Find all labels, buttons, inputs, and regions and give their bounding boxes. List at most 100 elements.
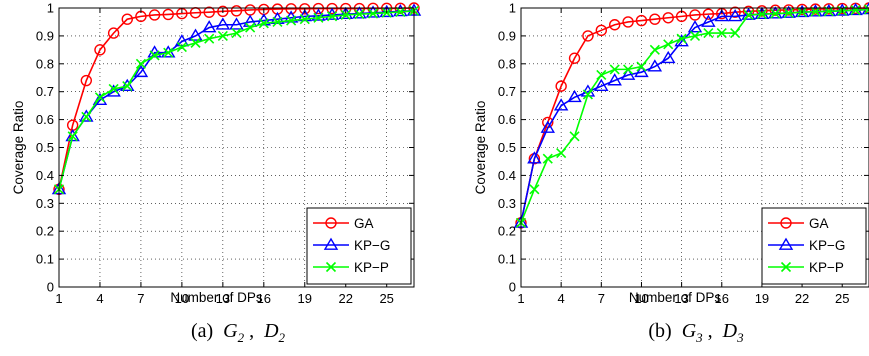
data-point	[229, 17, 244, 30]
data-point	[217, 5, 229, 18]
data-point	[783, 7, 794, 19]
y-tick-label: 1	[47, 1, 54, 16]
y-tick-label: 0.6	[498, 112, 516, 127]
data-point	[174, 34, 190, 47]
data-point	[634, 64, 649, 78]
y-tick-label: 1	[509, 1, 516, 16]
y-tick-label: 0.2	[36, 224, 54, 239]
data-point	[553, 98, 569, 111]
data-point	[569, 131, 580, 142]
data-point	[649, 44, 660, 55]
y-axis-label: Coverage Ratio	[11, 101, 26, 195]
data-point	[326, 2, 338, 15]
data-point	[582, 89, 593, 100]
x-tick-label: 10	[175, 291, 189, 306]
data-point	[716, 28, 727, 39]
data-point	[299, 14, 310, 25]
data-point	[190, 37, 201, 48]
data-point	[107, 27, 120, 39]
data-point	[379, 4, 394, 18]
caption-sub2: 2	[279, 330, 286, 345]
data-point	[542, 153, 553, 164]
legend-label: GA	[354, 216, 374, 231]
data-point	[608, 19, 621, 31]
data-point	[689, 30, 701, 41]
x-tick-label: 10	[634, 291, 648, 306]
data-point	[162, 8, 174, 21]
data-point	[701, 14, 716, 27]
data-point	[568, 52, 581, 64]
caption-sym1: G	[223, 320, 238, 342]
series-2	[53, 5, 420, 195]
data-point	[620, 67, 636, 80]
data-point	[742, 5, 755, 18]
data-point	[80, 74, 93, 87]
data-point	[782, 4, 795, 16]
y-tick-label: 0.8	[498, 56, 516, 71]
data-point	[823, 3, 835, 15]
caption-prefix: (a)	[191, 320, 223, 342]
data-point	[120, 78, 135, 92]
data-point	[863, 4, 869, 15]
data-point	[714, 8, 729, 22]
caption-sub1: 2	[238, 330, 245, 345]
y-tick-label: 0.1	[36, 252, 54, 267]
y-tick-label: 0.3	[498, 196, 516, 211]
data-point	[94, 92, 106, 103]
data-point	[582, 30, 594, 42]
legend-label: GA	[809, 216, 829, 231]
caption-sym2: D	[722, 320, 738, 342]
data-point	[529, 184, 540, 195]
data-point	[340, 9, 351, 21]
x-tick-label: 25	[379, 291, 393, 306]
data-point	[770, 8, 781, 19]
data-point	[201, 20, 217, 33]
x-tick-label: 19	[298, 291, 312, 306]
caption-sub2: 3	[736, 330, 744, 345]
x-tick-label: 1	[55, 291, 62, 306]
x-tick-label: 4	[558, 291, 565, 306]
data-point	[595, 24, 608, 37]
data-point	[286, 15, 297, 26]
legend-marker	[778, 237, 794, 250]
chart-panel-b: 1 4 7 10 13 16 19 22 2500.10.20.30.40.50.60.70.8…	[473, 1, 869, 345]
data-point	[204, 33, 215, 44]
x-tick-label: 22	[338, 291, 352, 306]
x-tick-label: 16	[257, 291, 271, 306]
data-point	[217, 30, 228, 41]
legend: GA KP−G KP−P	[306, 207, 412, 285]
data-point	[635, 14, 648, 27]
y-tick-label: 0.3	[36, 196, 54, 211]
data-point	[810, 6, 821, 17]
legend-marker	[325, 261, 337, 273]
data-point	[135, 58, 146, 69]
x-tick-label: 19	[755, 291, 769, 306]
data-point	[594, 78, 609, 92]
caption-sep: ,	[703, 320, 723, 342]
data-point	[756, 5, 768, 17]
data-point	[188, 28, 203, 41]
data-point	[622, 16, 634, 28]
data-point	[687, 20, 703, 33]
data-point	[796, 3, 808, 16]
legend-label: KP−G	[354, 238, 390, 253]
x-tick-label: 13	[674, 291, 688, 306]
data-point	[327, 11, 338, 22]
ticks: 1 4 7 10 13 16 19 22 25 0 0.1 0.2 0.3 0.4 0.5 0.6 0.7 0.8…	[36, 1, 414, 306]
y-tick-label: 0.5	[36, 140, 54, 155]
data-point	[809, 3, 822, 15]
data-point	[67, 131, 78, 142]
y-tick-label: 0	[509, 280, 516, 295]
data-point	[258, 18, 269, 29]
data-point	[661, 50, 676, 64]
data-point	[555, 80, 567, 92]
x-tick-label: 7	[598, 291, 605, 306]
data-point	[122, 81, 133, 92]
legend-label: KP−G	[809, 238, 845, 253]
figure-caption: (a) G2 , D2	[191, 320, 286, 345]
y-tick-label: 0.9	[498, 28, 516, 43]
x-tick-label: 13	[216, 291, 230, 306]
data-point	[689, 9, 701, 21]
chart-panel-a: 1 4 7 10 13 16 19 22 2500.10.20.30.40.50.60.70.8…	[11, 1, 422, 345]
